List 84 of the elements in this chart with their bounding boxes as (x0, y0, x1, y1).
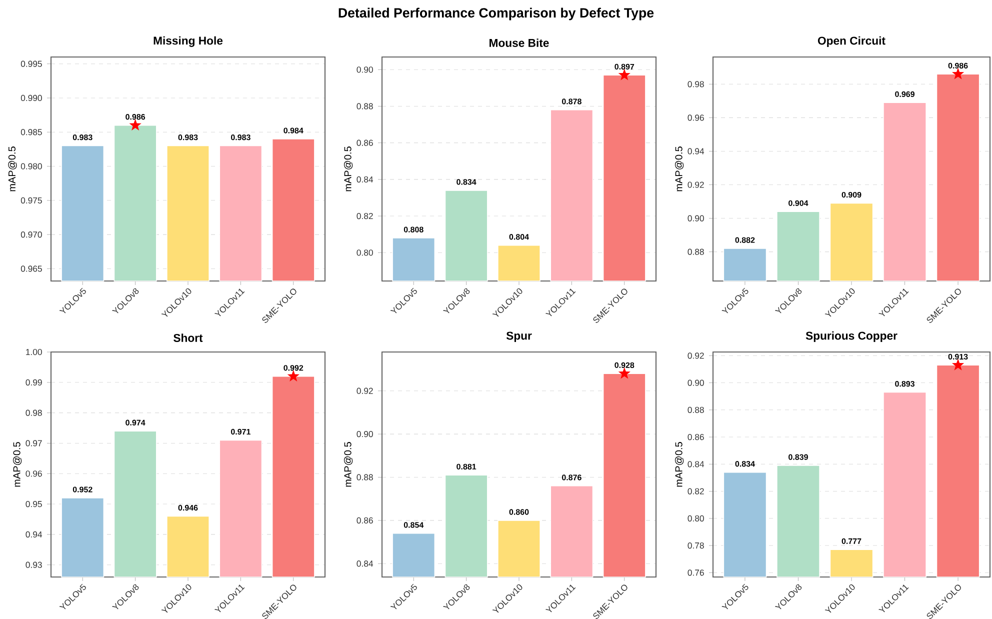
data-label: 0.992 (284, 365, 304, 371)
y-tick-label: 0.86 (356, 140, 373, 146)
chart-title: Missing Hole (154, 36, 223, 47)
y-tick-label: 0.90 (356, 66, 373, 73)
data-label: 0.952 (72, 486, 92, 492)
y-tick-label: 0.92 (688, 352, 704, 359)
data-label: 0.808 (404, 226, 424, 232)
data-label: 0.839 (788, 454, 808, 460)
data-label: 0.834 (735, 461, 755, 467)
data-label: 0.983 (72, 134, 92, 140)
y-tick-label: 0.84 (356, 176, 374, 182)
y-tick-label: 0.88 (688, 406, 704, 413)
y-tick-label: 0.96 (26, 470, 42, 477)
data-label: 0.904 (788, 200, 808, 206)
y-axis-title: mAP@0.5 (674, 146, 684, 192)
y-tick-label: 0.90 (688, 215, 704, 222)
data-label: 0.983 (178, 134, 198, 140)
y-tick-label: 0.980 (20, 163, 42, 170)
data-label: 0.882 (735, 237, 755, 243)
y-tick-label: 0.965 (20, 266, 42, 272)
y-tick-label: 0.92 (688, 182, 704, 188)
y-axis-title: mAP@0.5 (344, 146, 353, 192)
data-label: 0.876 (562, 474, 582, 480)
y-tick-label: 0.80 (356, 250, 373, 256)
y-tick-label: 1.00 (26, 348, 42, 356)
chart-title: Open Circuit (818, 36, 886, 47)
y-tick-label: 0.82 (688, 488, 704, 494)
y-tick-label: 0.985 (20, 129, 42, 136)
y-tick-label: 0.970 (20, 232, 42, 238)
y-tick-label: 0.99 (26, 379, 42, 386)
y-tick-label: 0.94 (26, 531, 42, 538)
y-tick-label: 0.86 (688, 434, 704, 440)
y-tick-label: 0.97 (26, 440, 42, 446)
data-label: 0.969 (895, 91, 914, 98)
y-axis-title: mAP@0.5 (8, 146, 17, 192)
y-tick-label: 0.82 (356, 212, 373, 220)
data-label: 0.860 (509, 509, 529, 515)
y-tick-label: 0.88 (356, 474, 373, 480)
y-tick-label: 0.88 (356, 103, 373, 110)
data-label: 0.777 (842, 538, 862, 544)
chart-title: Spur (506, 332, 532, 342)
y-tick-label: 0.93 (26, 562, 42, 568)
y-tick-label: 0.98 (26, 410, 42, 416)
data-label: 0.974 (126, 420, 146, 426)
data-label: 0.878 (562, 98, 582, 104)
y-tick-label: 0.86 (356, 517, 373, 524)
y-tick-label: 0.975 (20, 197, 42, 204)
y-tick-label: 0.98 (688, 81, 704, 88)
y-tick-label: 0.995 (20, 60, 42, 67)
data-label: 0.909 (842, 192, 862, 198)
y-tick-label: 0.990 (20, 94, 42, 102)
data-label: 0.804 (509, 234, 529, 240)
data-label: 0.986 (126, 114, 146, 120)
chart-title: Spurious Copper (806, 331, 898, 342)
y-tick-label: 0.76 (688, 570, 704, 576)
data-label: 0.913 (948, 354, 968, 360)
y-tick-label: 0.84 (688, 461, 704, 468)
y-tick-label: 0.88 (688, 248, 704, 255)
chart-title: Mouse Bite (490, 38, 549, 47)
y-tick-label: 0.94 (688, 148, 704, 154)
data-label: 0.984 (284, 128, 304, 134)
data-label: 0.834 (456, 179, 476, 185)
y-tick-label: 0.95 (26, 500, 42, 508)
data-label: 0.986 (948, 62, 968, 69)
data-label: 0.881 (456, 464, 476, 470)
y-tick-label: 0.78 (688, 542, 704, 549)
data-label: 0.854 (404, 522, 424, 528)
data-label: 0.971 (231, 428, 250, 435)
chart-title: Short (174, 334, 203, 342)
data-label: 0.893 (895, 381, 914, 387)
y-tick-label: 0.84 (356, 560, 374, 567)
data-label: 0.983 (231, 134, 250, 140)
y-tick-label: 0.92 (356, 388, 373, 394)
y-tick-label: 0.90 (688, 380, 704, 386)
y-axis-title: mAP@0.5 (12, 442, 22, 487)
y-axis-title: mAP@0.5 (674, 442, 684, 487)
y-tick-label: 0.80 (688, 515, 704, 522)
y-tick-label: 0.90 (356, 430, 373, 438)
data-label: 0.928 (614, 362, 634, 368)
data-label: 0.946 (178, 504, 198, 511)
data-label: 0.897 (614, 64, 634, 70)
y-tick-label: 0.96 (688, 114, 704, 121)
text: Detailed Performance Comparison by Defect Type (338, 8, 654, 20)
y-axis-title: mAP@0.5 (344, 442, 353, 487)
